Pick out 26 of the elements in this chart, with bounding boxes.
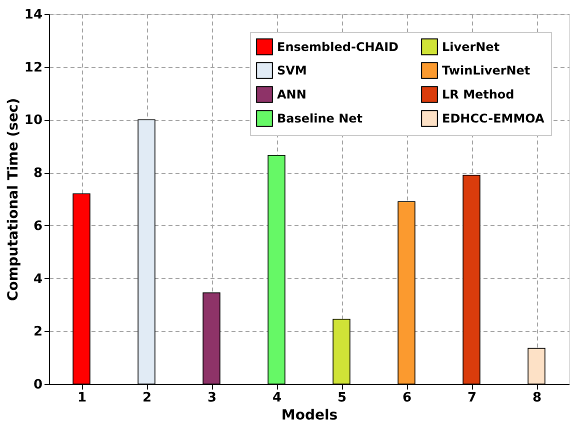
legend-label: LR Method [442,88,514,102]
x-tick-label: 3 [207,390,217,406]
y-tick-label: 2 [33,324,42,340]
y-tick-label: 12 [24,60,42,76]
y-tick-label: 10 [24,113,42,128]
y-tick-label: 8 [33,166,42,182]
x-tick-label: 7 [467,390,477,406]
y-axis-title: Computational Time (sec) [5,98,22,302]
y-tick-label: 4 [33,272,42,287]
y-tick-label: 6 [33,218,42,234]
x-tick-label: 4 [272,390,282,406]
y-tick-label: 0 [33,378,42,392]
x-tick-label: 5 [337,390,347,406]
legend-label: EDHCC-EMMOA [442,112,546,126]
y-tick-label: 14 [24,8,42,22]
x-tick-label: 2 [142,390,152,406]
x-tick-label: 6 [402,390,412,406]
legend-label: Ensembled-CHAID [277,40,399,54]
legend-label: Baseline Net [277,112,363,126]
x-axis-title: Models [281,408,338,423]
x-tick-label: 1 [77,390,87,406]
legend-label: SVM [277,64,307,78]
legend-label: TwinLiverNet [442,64,530,78]
x-tick-label: 8 [532,390,542,406]
legend-label: ANN [277,88,306,102]
legend-label: LiverNet [442,40,500,54]
